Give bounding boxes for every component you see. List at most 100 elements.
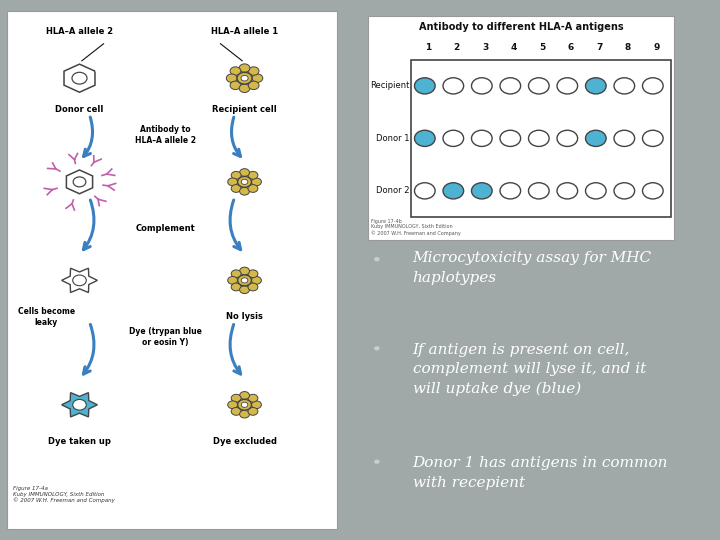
Circle shape	[374, 460, 379, 464]
Polygon shape	[62, 268, 97, 293]
Circle shape	[443, 130, 464, 146]
Circle shape	[528, 78, 549, 94]
Text: Dye excluded: Dye excluded	[212, 436, 276, 446]
Circle shape	[614, 183, 634, 199]
Circle shape	[240, 286, 250, 294]
Circle shape	[241, 402, 248, 407]
Circle shape	[642, 130, 663, 146]
Circle shape	[528, 183, 549, 199]
Text: 5: 5	[539, 43, 545, 52]
Circle shape	[228, 401, 238, 409]
Text: Donor 1: Donor 1	[376, 134, 409, 143]
Text: HLA–A allele 2: HLA–A allele 2	[46, 27, 113, 36]
Polygon shape	[64, 64, 95, 92]
Circle shape	[73, 177, 86, 187]
Circle shape	[248, 283, 258, 291]
Circle shape	[500, 130, 521, 146]
Circle shape	[238, 177, 251, 187]
Circle shape	[443, 78, 464, 94]
Circle shape	[374, 257, 379, 261]
Circle shape	[557, 130, 577, 146]
Circle shape	[374, 346, 379, 350]
Circle shape	[73, 400, 86, 410]
Text: 4: 4	[510, 43, 517, 52]
Circle shape	[231, 408, 241, 415]
Circle shape	[642, 183, 663, 199]
Text: Complement: Complement	[135, 224, 195, 233]
Circle shape	[614, 130, 634, 146]
Circle shape	[248, 67, 259, 75]
Text: 1: 1	[425, 43, 431, 52]
Text: Donor 2: Donor 2	[376, 186, 409, 195]
Circle shape	[415, 130, 435, 146]
Circle shape	[239, 64, 250, 72]
Circle shape	[239, 84, 250, 92]
Text: 3: 3	[482, 43, 488, 52]
Text: Recipient: Recipient	[370, 82, 409, 90]
Circle shape	[585, 130, 606, 146]
Circle shape	[240, 410, 250, 418]
Circle shape	[240, 267, 250, 275]
Text: Dye taken up: Dye taken up	[48, 436, 111, 446]
Text: 8: 8	[625, 43, 631, 52]
Text: 7: 7	[596, 43, 603, 52]
Circle shape	[472, 183, 492, 199]
Circle shape	[528, 130, 549, 146]
Circle shape	[614, 78, 634, 94]
Circle shape	[230, 67, 240, 75]
Circle shape	[248, 81, 259, 90]
Circle shape	[248, 185, 258, 192]
Text: Cells become
leaky: Cells become leaky	[18, 307, 75, 327]
Circle shape	[230, 81, 240, 90]
Circle shape	[241, 179, 248, 185]
Text: Dye (trypan blue
or eosin Y): Dye (trypan blue or eosin Y)	[129, 327, 202, 347]
Circle shape	[241, 278, 248, 283]
Circle shape	[238, 400, 251, 410]
Circle shape	[228, 178, 238, 186]
Text: 2: 2	[454, 43, 460, 52]
Circle shape	[472, 130, 492, 146]
Circle shape	[231, 283, 241, 291]
Polygon shape	[62, 393, 97, 417]
Circle shape	[231, 171, 241, 179]
Circle shape	[240, 187, 250, 195]
Text: No lysis: No lysis	[226, 312, 263, 321]
Text: 9: 9	[653, 43, 660, 52]
Circle shape	[231, 185, 241, 192]
Circle shape	[231, 394, 241, 402]
Circle shape	[500, 78, 521, 94]
Text: Recipient cell: Recipient cell	[212, 105, 277, 114]
Circle shape	[248, 270, 258, 278]
Circle shape	[251, 276, 261, 284]
Circle shape	[226, 74, 237, 83]
FancyBboxPatch shape	[368, 16, 674, 240]
Text: Figure 17-4b
Kuby IMMUNOLOGY, Sixth Edition
© 2007 W.H. Freeman and Company: Figure 17-4b Kuby IMMUNOLOGY, Sixth Edit…	[372, 219, 461, 236]
Circle shape	[642, 78, 663, 94]
Circle shape	[500, 183, 521, 199]
Circle shape	[73, 275, 86, 286]
Circle shape	[72, 72, 87, 84]
Circle shape	[240, 392, 250, 400]
Circle shape	[557, 183, 577, 199]
Text: 6: 6	[567, 43, 574, 52]
Text: Donor 1 has antigens in common
with recepient: Donor 1 has antigens in common with rece…	[413, 456, 668, 490]
Circle shape	[585, 78, 606, 94]
Text: Antibody to
HLA–A allele 2: Antibody to HLA–A allele 2	[135, 125, 196, 145]
Text: Microcytoxicity assay for MHC
haplotypes: Microcytoxicity assay for MHC haplotypes	[413, 251, 652, 285]
Text: HLA–A allele 1: HLA–A allele 1	[211, 27, 278, 36]
Circle shape	[248, 394, 258, 402]
Circle shape	[248, 171, 258, 179]
Circle shape	[557, 78, 577, 94]
Text: If antigen is present on cell,
complement will lyse it, and it
will uptake dye (: If antigen is present on cell, complemen…	[413, 343, 646, 396]
Text: Antibody to different HLA-A antigens: Antibody to different HLA-A antigens	[418, 22, 624, 32]
Circle shape	[415, 78, 435, 94]
Circle shape	[251, 401, 261, 409]
Circle shape	[252, 74, 263, 83]
Circle shape	[238, 275, 251, 286]
Circle shape	[240, 168, 250, 177]
Circle shape	[251, 178, 261, 186]
Circle shape	[228, 276, 238, 284]
Circle shape	[585, 183, 606, 199]
Circle shape	[241, 76, 248, 81]
Text: Donor cell: Donor cell	[55, 105, 104, 114]
